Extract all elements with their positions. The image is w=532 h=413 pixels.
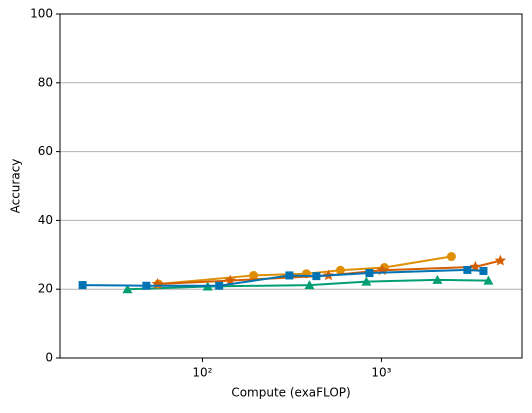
marker	[494, 254, 507, 266]
marker	[463, 265, 472, 274]
marker	[483, 275, 494, 285]
series-line	[127, 278, 489, 291]
marker	[365, 269, 374, 278]
marker	[312, 272, 321, 281]
y-tick-label: 20	[38, 282, 53, 296]
marker	[335, 265, 345, 275]
marker	[304, 280, 315, 290]
marker	[361, 276, 372, 286]
marker	[142, 281, 151, 290]
x-tick-label: 10²	[192, 366, 212, 380]
y-tick-label: 80	[38, 75, 53, 89]
marker	[479, 266, 488, 275]
marker	[249, 270, 259, 280]
y-tick-label: 0	[45, 351, 53, 365]
y-tick-label: 60	[38, 144, 53, 158]
y-tick-label: 100	[30, 7, 53, 21]
x-axis-label: Compute (exaFLOP)	[231, 386, 350, 400]
series-line	[158, 255, 452, 286]
marker	[285, 271, 294, 280]
series-line	[82, 268, 484, 287]
y-tick-label: 40	[38, 213, 53, 227]
x-tick-label: 10³	[371, 366, 391, 380]
y-axis-label: Accuracy	[9, 159, 23, 214]
marker	[432, 274, 443, 284]
marker	[446, 252, 456, 262]
marker	[78, 281, 87, 290]
marker	[122, 284, 133, 294]
marker	[215, 281, 224, 290]
plot-frame	[59, 13, 523, 359]
marker	[469, 260, 482, 272]
